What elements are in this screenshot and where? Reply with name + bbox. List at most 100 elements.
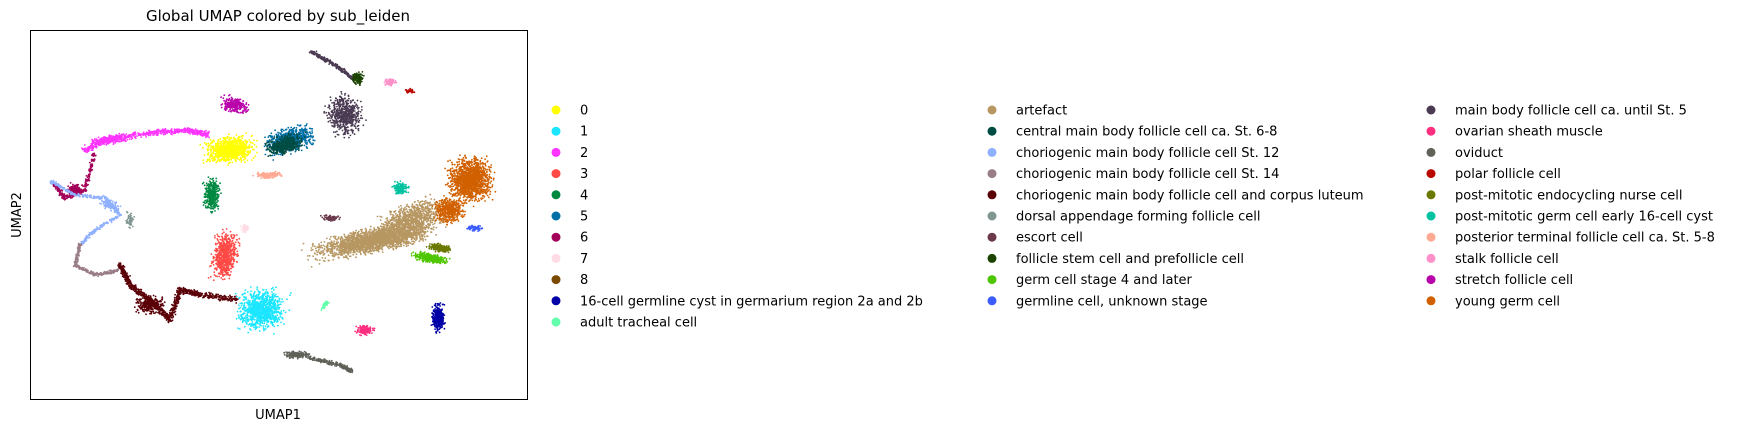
scatter-point bbox=[220, 143, 222, 145]
scatter-point bbox=[244, 161, 247, 164]
scatter-point bbox=[222, 142, 224, 145]
scatter-point bbox=[116, 139, 119, 142]
scatter-point bbox=[338, 103, 341, 106]
scatter-point bbox=[88, 161, 91, 164]
scatter-point bbox=[61, 189, 64, 192]
scatter-point bbox=[332, 64, 334, 67]
scatter-point bbox=[232, 140, 235, 142]
scatter-point bbox=[288, 136, 291, 139]
scatter-point bbox=[270, 151, 273, 154]
scatter-point bbox=[229, 99, 231, 102]
scatter-point bbox=[94, 154, 97, 157]
scatter-point bbox=[279, 144, 282, 147]
scatter-point bbox=[337, 110, 339, 113]
scatter-point bbox=[271, 137, 274, 140]
scatter-point bbox=[308, 141, 311, 143]
scatter-point bbox=[360, 109, 363, 111]
scatter-point bbox=[162, 128, 164, 131]
scatter-point bbox=[290, 131, 293, 134]
scatter-point bbox=[253, 143, 256, 146]
scatter-point bbox=[300, 139, 302, 142]
scatter-point bbox=[309, 132, 312, 135]
scatter-point bbox=[252, 148, 254, 151]
scatter-point bbox=[334, 135, 337, 138]
scatter-point bbox=[89, 145, 92, 148]
scatter-point bbox=[103, 136, 105, 138]
scatter-point bbox=[224, 101, 227, 103]
scatter-point bbox=[272, 159, 275, 161]
scatter-point bbox=[251, 145, 254, 148]
scatter-point bbox=[209, 160, 211, 163]
scatter-point bbox=[277, 133, 280, 136]
scatter-point bbox=[134, 135, 137, 138]
scatter-point bbox=[325, 58, 327, 61]
scatter-point bbox=[328, 113, 330, 115]
scatter-point bbox=[391, 81, 393, 84]
scatter-point bbox=[264, 153, 267, 156]
scatter-point bbox=[360, 114, 363, 117]
scatter-point bbox=[311, 130, 313, 132]
scatter-point bbox=[196, 133, 199, 136]
scatter-point bbox=[234, 154, 236, 157]
scatter-point bbox=[291, 137, 294, 140]
scatter-point bbox=[115, 136, 118, 139]
scatter-point bbox=[341, 103, 344, 106]
scatter-point bbox=[352, 116, 355, 119]
scatter-point bbox=[330, 117, 333, 120]
scatter-point bbox=[307, 139, 310, 142]
scatter-point bbox=[340, 118, 342, 121]
scatter-point bbox=[351, 130, 354, 132]
scatter-point bbox=[156, 134, 159, 137]
scatter-point bbox=[96, 142, 99, 144]
scatter-point bbox=[200, 129, 203, 132]
scatter-point bbox=[211, 157, 214, 160]
scatter-point bbox=[384, 79, 387, 82]
scatter-point bbox=[203, 134, 205, 137]
scatter-point bbox=[339, 127, 342, 130]
scatter-point bbox=[59, 192, 62, 195]
scatter-point bbox=[223, 159, 226, 162]
scatter-point bbox=[286, 132, 288, 135]
scatter-point bbox=[353, 101, 356, 104]
scatter-point bbox=[304, 127, 307, 130]
scatter-point bbox=[202, 159, 205, 162]
scatter-point bbox=[69, 182, 72, 184]
scatter-point bbox=[240, 135, 243, 138]
scatter-point bbox=[340, 68, 343, 71]
scatter-point bbox=[145, 132, 148, 135]
scatter-point bbox=[157, 132, 160, 135]
scatter-point bbox=[246, 110, 248, 112]
scatter-point bbox=[232, 155, 235, 158]
scatter-point bbox=[362, 124, 365, 127]
scatter-point bbox=[199, 143, 202, 146]
scatter-point bbox=[90, 163, 93, 166]
scatter-point bbox=[242, 145, 244, 148]
scatter-point bbox=[292, 127, 294, 130]
scatter-point bbox=[84, 190, 87, 193]
scatter-point bbox=[355, 103, 358, 106]
scatter-point bbox=[207, 149, 209, 152]
scatter-point bbox=[87, 179, 90, 182]
scatter-point bbox=[106, 139, 108, 142]
scatter-point bbox=[128, 138, 131, 141]
scatter-point bbox=[187, 132, 190, 134]
scatter-point bbox=[307, 135, 310, 138]
scatter-point bbox=[292, 129, 295, 132]
scatter-point bbox=[169, 133, 172, 135]
scatter-point bbox=[274, 174, 277, 177]
scatter-point bbox=[83, 144, 86, 146]
scatter-point bbox=[332, 62, 334, 64]
scatter-point bbox=[247, 103, 250, 106]
scatter-point bbox=[389, 78, 392, 80]
scatter-point bbox=[140, 133, 143, 136]
scatter-point bbox=[276, 141, 279, 143]
scatter-point bbox=[233, 153, 236, 156]
scatter-point bbox=[306, 142, 308, 145]
scatter-point bbox=[194, 129, 197, 131]
scatter-point bbox=[240, 153, 242, 156]
scatter-point bbox=[239, 145, 242, 148]
scatter-point bbox=[298, 149, 300, 152]
scatter-point bbox=[356, 105, 359, 107]
scatter-point bbox=[140, 136, 143, 139]
scatter-point bbox=[190, 129, 193, 132]
